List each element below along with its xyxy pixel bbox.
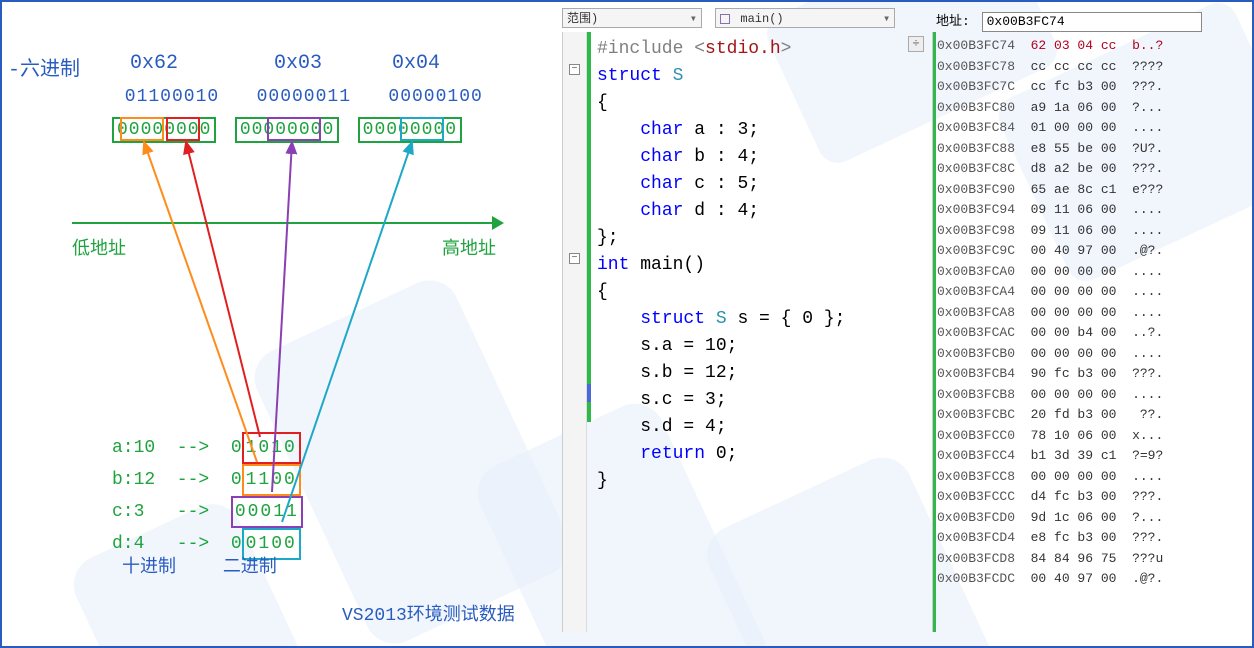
address-input[interactable]: 0x00B3FC74 <box>982 12 1202 32</box>
code-panel: − − #include <stdio.h> struct S { char a… <box>562 32 922 632</box>
assign-row: c:3 --> 00011 <box>112 496 303 528</box>
address-label: 地址: <box>932 8 974 31</box>
hex-title: -六进制 <box>8 52 80 82</box>
axis-low-label: 低地址 <box>72 234 126 260</box>
column-labels: 十进制 二进制 <box>122 552 313 578</box>
fold-toggle[interactable]: − <box>569 64 580 75</box>
memory-panel: 0x00B3FC74 62 03 04 cc b..? 0x00B3FC78 c… <box>932 32 1242 632</box>
dec-label: 十进制 <box>122 552 212 578</box>
code-body: #include <stdio.h> struct S { char a : 3… <box>597 36 845 495</box>
diagram-panel: -六进制 0x62 0x03 0x04 01100010 00000011 00… <box>12 12 532 632</box>
change-bar <box>587 32 591 422</box>
footer-caption: VS2013环境测试数据 <box>342 600 515 626</box>
arrow <box>144 142 257 462</box>
bin-label: 二进制 <box>223 552 313 578</box>
assign-row: a:10 --> 01010 <box>112 432 303 464</box>
memory-toolbar: 地址: 0x00B3FC74 <box>932 8 1242 30</box>
bin-val-2: 00000100 <box>376 87 496 107</box>
code-gutter: − − <box>563 32 587 632</box>
function-label: main() <box>740 12 783 26</box>
cube-icon <box>720 14 730 24</box>
arrow <box>186 142 260 437</box>
scope-dropdown[interactable]: 范围) ▾ <box>562 8 702 28</box>
byte-boxes: 00000000 00000000 00000000 <box>112 117 472 143</box>
chevron-down-icon: ▾ <box>690 10 697 28</box>
assignments-block: a:10 --> 01010b:12 --> 01100c:3 --> 0001… <box>112 432 303 560</box>
axis-high-label: 高地址 <box>442 234 496 260</box>
address-axis <box>72 222 492 224</box>
code-toolbar: 范围) ▾ main() ▾ <box>562 8 922 30</box>
byte-box-0: 00000000 <box>112 117 216 143</box>
function-dropdown[interactable]: main() ▾ <box>715 8 895 28</box>
byte-box-2: 00000000 <box>358 117 462 143</box>
bin-val-0: 01100010 <box>112 87 232 107</box>
hex-val-1: 0x03 <box>274 52 322 75</box>
memory-change-bar <box>933 32 936 632</box>
scope-label: 范围) <box>567 12 598 26</box>
current-line-bar <box>587 384 591 402</box>
hex-val-0: 0x62 <box>130 52 178 75</box>
hex-val-2: 0x04 <box>392 52 440 75</box>
bin-val-1: 00000011 <box>244 87 364 107</box>
root-frame: -六进制 0x62 0x03 0x04 01100010 00000011 00… <box>0 0 1254 648</box>
assign-row: b:12 --> 01100 <box>112 464 303 496</box>
split-handle[interactable]: ÷ <box>908 36 924 52</box>
memory-body: 0x00B3FC74 62 03 04 cc b..? 0x00B3FC78 c… <box>937 36 1163 590</box>
fold-toggle[interactable]: − <box>569 253 580 264</box>
bin-row: 01100010 00000011 00000100 <box>112 87 496 107</box>
byte-box-1: 00000000 <box>235 117 339 143</box>
chevron-down-icon: ▾ <box>883 10 890 28</box>
